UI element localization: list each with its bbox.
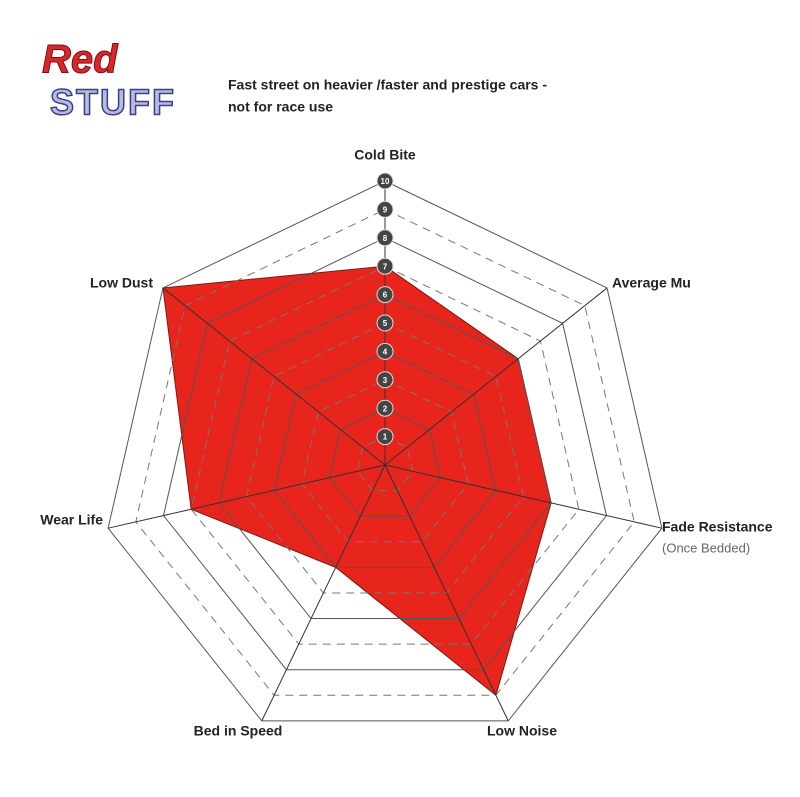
r-tick-label: 4: [383, 348, 388, 357]
spoke: [261, 464, 386, 722]
axis-label: Bed in Speed: [194, 723, 283, 739]
r-tick-label: 9: [383, 206, 388, 215]
tick-badge: [376, 172, 394, 190]
grid-ring: [301, 379, 469, 543]
spoke: [108, 464, 386, 529]
r-tick-label: 7: [383, 262, 388, 271]
axis-label: Wear Life: [40, 512, 103, 528]
grid-ring: [190, 265, 580, 645]
subtitle: Fast street on heavier /faster and prest…: [228, 77, 547, 93]
r-tick-label: 8: [383, 234, 388, 243]
grid-ring: [162, 237, 608, 671]
tick-badge: [376, 399, 394, 417]
spoke: [162, 287, 386, 466]
spoke: [384, 464, 509, 722]
tick-badge: [376, 286, 394, 304]
grid-ring: [329, 407, 441, 517]
tick-badge: [376, 342, 394, 360]
axis-label: Average Mu: [612, 275, 691, 291]
r-tick-label: 2: [383, 404, 388, 413]
data-area: [162, 265, 552, 697]
grid-ring: [107, 180, 663, 722]
r-tick-label: 5: [383, 319, 388, 328]
logo-red: Red: [42, 38, 119, 82]
r-tick-label: 1: [383, 433, 388, 442]
tick-badge: [376, 257, 394, 275]
tick-badge: [376, 428, 394, 446]
tick-badge: [376, 371, 394, 389]
r-tick-label: 10: [381, 177, 390, 186]
spoke: [384, 287, 608, 466]
logo-stuff: STUFF: [50, 82, 176, 123]
grid-ring: [273, 350, 497, 568]
axis-label: Fade Resistance: [662, 519, 773, 535]
spoke: [384, 464, 662, 529]
r-tick-label: 6: [383, 291, 388, 300]
grid-ring: [246, 322, 524, 594]
axis-note: (Once Bedded): [662, 540, 750, 555]
axis-label: Cold Bite: [354, 147, 416, 163]
axis-label: Low Dust: [90, 275, 153, 291]
grid-ring: [218, 294, 552, 620]
r-tick-label: 3: [383, 376, 388, 385]
tick-badge: [376, 229, 394, 247]
grid-ring: [135, 208, 635, 696]
tick-badge: [376, 314, 394, 332]
grid-ring: [356, 436, 414, 492]
tick-badge: [376, 200, 394, 218]
subtitle: not for race use: [228, 99, 333, 115]
axis-label: Low Noise: [487, 723, 557, 739]
